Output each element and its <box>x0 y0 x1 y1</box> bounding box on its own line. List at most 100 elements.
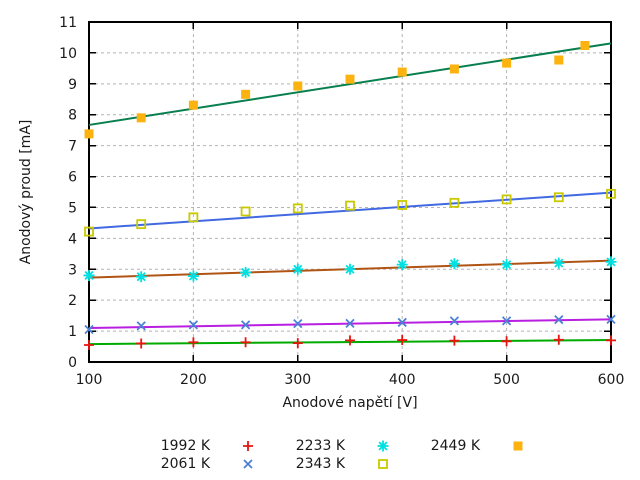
marker-plus <box>188 337 199 348</box>
marker-asterisk <box>344 263 356 275</box>
legend-label: 2061 K <box>160 456 210 472</box>
y-tick-label: 0 <box>68 355 77 371</box>
series-2233-k <box>83 256 617 283</box>
legend-label: 1992 K <box>160 438 210 454</box>
y-tick-label: 9 <box>68 77 77 93</box>
marker-plus <box>501 336 512 347</box>
marker-cross <box>449 316 460 326</box>
x-tick-label: 600 <box>598 372 625 388</box>
marker-filled-square <box>136 113 146 123</box>
marker-open-square <box>449 197 460 208</box>
legend-item: 1992 K <box>156 437 276 455</box>
marker-cross <box>345 318 355 329</box>
x-tick-label: 500 <box>493 372 520 388</box>
y-axis-title: Anodový proud [mA] <box>18 119 34 265</box>
marker-asterisk <box>187 270 199 282</box>
marker-open-square <box>136 219 147 230</box>
series-2343-k <box>84 188 616 237</box>
marker-plus <box>606 335 616 346</box>
marker-cross <box>554 315 564 325</box>
marker-open-square <box>292 203 303 214</box>
marker-cross <box>397 317 407 328</box>
plus-icon <box>234 439 262 453</box>
marker-open-square <box>606 188 616 199</box>
marker-filled-square <box>84 129 94 139</box>
cross-icon <box>234 457 262 471</box>
marker-open-square <box>345 200 355 211</box>
legend-spacer <box>426 455 546 473</box>
y-tick-label: 8 <box>68 108 77 124</box>
legend-marker-canvas <box>378 459 388 469</box>
y-tick-label: 10 <box>59 46 77 62</box>
marker-asterisk <box>501 259 513 271</box>
marker-plus <box>136 338 147 349</box>
marker-plus <box>397 335 408 346</box>
marker-asterisk <box>448 258 460 270</box>
legend-item: 2061 K <box>156 455 276 473</box>
marker-open-square <box>84 226 94 237</box>
y-tick-label: 11 <box>59 15 77 31</box>
marker-filled-square <box>345 74 355 84</box>
x-axis-title: Anodové napětí [V] <box>282 395 418 411</box>
y-tick-label: 3 <box>68 262 77 278</box>
y-tick-label: 2 <box>68 293 77 309</box>
y-tick-label: 4 <box>68 231 77 247</box>
marker-cross <box>136 321 146 331</box>
marker-asterisk <box>135 271 147 283</box>
marker-cross <box>243 459 253 469</box>
x-tick-label: 100 <box>76 372 103 388</box>
legend-item: 2343 K <box>291 455 411 473</box>
marker-asterisk <box>396 259 408 271</box>
legend-label: 2233 K <box>295 438 345 454</box>
marker-plus <box>84 340 94 350</box>
marker-asterisk <box>553 257 565 269</box>
legend: 1992 K 2233 K 2449 K 2061 K 2343 K <box>156 437 546 473</box>
asterisk-icon <box>369 439 397 453</box>
x-tick-label: 200 <box>180 372 207 388</box>
marker-filled-square <box>554 55 564 65</box>
marker-filled-square <box>502 58 512 68</box>
marker-open-square <box>378 459 388 469</box>
y-tick-label: 1 <box>68 324 77 340</box>
x-tick-label: 300 <box>284 372 311 388</box>
legend-label: 2449 K <box>430 438 480 454</box>
marker-filled-square <box>449 64 459 74</box>
marker-plus <box>449 335 460 346</box>
marker-open-square <box>501 194 512 205</box>
marker-cross <box>240 320 251 330</box>
marker-filled-square <box>241 89 251 99</box>
marker-cross <box>188 320 199 330</box>
marker-asterisk <box>377 440 389 452</box>
x-tick-label: 400 <box>389 372 416 388</box>
marker-cross <box>606 314 616 324</box>
marker-filled-square <box>293 81 303 91</box>
y-tick-label: 6 <box>68 170 77 186</box>
open-square-icon <box>369 457 397 471</box>
legend-label: 2343 K <box>295 456 345 472</box>
legend-item: 2233 K <box>291 437 411 455</box>
y-tick-label: 5 <box>68 200 77 216</box>
marker-asterisk <box>240 266 252 278</box>
marker-cross <box>293 319 303 329</box>
marker-filled-square <box>397 67 407 77</box>
legend-marker-canvas <box>243 441 253 451</box>
legend-item: 2449 K <box>426 437 546 455</box>
marker-asterisk <box>83 269 95 281</box>
marker-open-square <box>240 206 251 217</box>
marker-filled-square <box>513 441 523 451</box>
marker-filled-square <box>580 40 590 50</box>
fit-line <box>88 191 612 230</box>
legend-marker-canvas <box>513 441 523 451</box>
plot-border <box>88 21 612 363</box>
legend-marker-canvas <box>243 459 253 469</box>
marker-open-square <box>397 200 408 210</box>
marker-plus <box>553 334 564 345</box>
marker-asterisk <box>605 256 617 268</box>
legend-marker-canvas <box>377 440 389 452</box>
series-2061-k <box>84 314 616 335</box>
marker-cross <box>84 324 94 335</box>
marker-asterisk <box>292 263 304 275</box>
filled-square-icon <box>504 439 532 453</box>
